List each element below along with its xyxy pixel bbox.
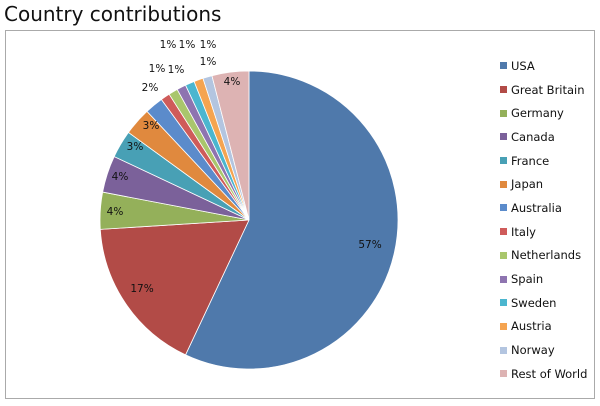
legend-swatch (500, 275, 507, 283)
legend-item: Japan (500, 172, 587, 196)
pie-slice-great-britain (99, 219, 250, 356)
legend-swatch (500, 346, 507, 354)
legend-item: Italy (500, 220, 587, 244)
legend-label: Japan (511, 177, 544, 192)
legend-swatch (500, 109, 507, 117)
legend-item: Great Britain (500, 78, 587, 102)
data-label: 1% (200, 56, 217, 68)
data-label: 57% (358, 239, 381, 251)
legend-item: Spain (500, 267, 587, 291)
data-label: 2% (142, 82, 159, 94)
pie-slice-usa (185, 70, 399, 370)
legend-label: Austria (511, 319, 552, 334)
chart-title: Country contributions (4, 2, 222, 26)
data-label: 1% (149, 63, 166, 75)
legend-item: Rest of World (500, 362, 587, 386)
legend-item: USA (500, 54, 587, 78)
legend-label: Rest of World (511, 366, 588, 381)
legend-item: Canada (500, 125, 587, 149)
legend-swatch (500, 86, 507, 94)
data-label: 4% (224, 76, 241, 88)
legend-swatch (500, 228, 507, 236)
legend-label: Great Britain (511, 82, 585, 97)
legend-item: Sweden (500, 291, 587, 315)
legend-label: Germany (511, 106, 564, 121)
data-label: 17% (130, 283, 153, 295)
data-label: 3% (143, 120, 160, 132)
data-label: 1% (168, 64, 185, 76)
legend-item: Austria (500, 315, 587, 339)
legend-label: USA (511, 58, 535, 73)
data-label: 1% (160, 39, 177, 51)
legend-label: France (511, 153, 550, 168)
legend-item: Australia (500, 196, 587, 220)
legend-item: Norway (500, 338, 587, 362)
legend-swatch (500, 251, 507, 259)
legend-swatch (500, 204, 507, 212)
legend-label: Spain (511, 272, 544, 287)
data-label: 1% (179, 39, 196, 51)
chart-frame (5, 30, 595, 399)
legend: USA Great Britain Germany Canada France Japan… (500, 54, 587, 386)
legend-swatch (500, 157, 507, 165)
legend-swatch (500, 133, 507, 141)
legend-label: Canada (511, 129, 555, 144)
data-label: 3% (127, 141, 144, 153)
legend-swatch (500, 299, 507, 307)
legend-item: France (500, 149, 587, 173)
data-label: 4% (112, 171, 129, 183)
legend-swatch (500, 180, 507, 188)
data-label: 1% (200, 39, 217, 51)
legend-label: Norway (511, 343, 555, 358)
legend-label: Netherlands (511, 248, 582, 263)
legend-label: Australia (511, 200, 562, 215)
legend-swatch (500, 322, 507, 330)
legend-swatch (500, 62, 507, 70)
legend-swatch (500, 370, 507, 378)
legend-label: Italy (511, 224, 536, 239)
legend-label: Sweden (511, 295, 557, 310)
pie-slice-rest-of-world (211, 70, 250, 221)
data-label: 4% (107, 206, 124, 218)
legend-item: Germany (500, 101, 587, 125)
legend-item: Netherlands (500, 244, 587, 268)
